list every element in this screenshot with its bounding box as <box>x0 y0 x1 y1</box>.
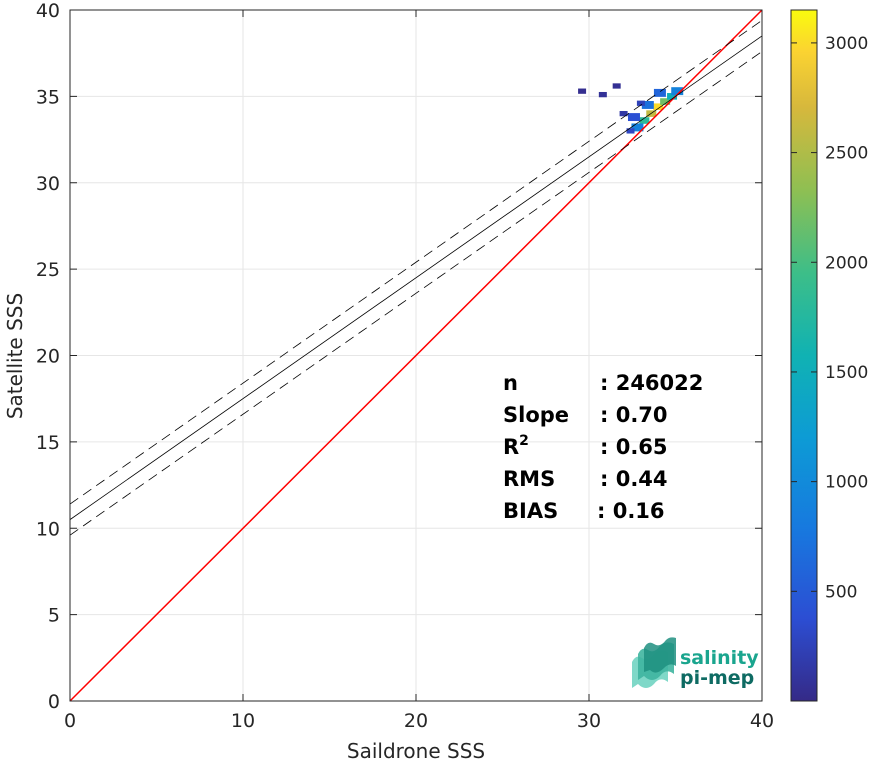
regression-lines <box>69 9 763 702</box>
colorbar-tick-label: 1500 <box>825 363 868 383</box>
x-tick-label: 0 <box>64 710 76 732</box>
colorbar: 500 1000 1500 2000 2500 3000 <box>790 9 868 702</box>
line-1-to-1 <box>69 9 763 702</box>
heatmap-cell <box>660 98 671 105</box>
heatmap-cell <box>641 101 654 109</box>
x-tick-label: 20 <box>404 710 428 732</box>
wave-icon <box>632 637 676 688</box>
heatmap-cell <box>653 103 664 111</box>
stat-label: RMS <box>503 467 555 491</box>
y-tick-label: 15 <box>36 432 60 454</box>
logo-line2: pi-mep <box>680 667 754 689</box>
y-tick-label: 30 <box>36 173 60 195</box>
heatmap-cell <box>627 113 640 122</box>
colorbar-tick-label: 3000 <box>825 34 868 54</box>
x-tick-label: 30 <box>577 710 601 732</box>
x-tick-labels: 0 10 20 30 40 <box>64 710 774 732</box>
y-tick-label: 0 <box>48 691 60 713</box>
axis-ticks <box>69 9 763 702</box>
colorbar-tick-label: 1000 <box>825 473 868 493</box>
heatmap-cell <box>619 110 628 117</box>
salinity-pi-mep-logo: salinity pi-mep <box>632 637 759 689</box>
heatmap-cell <box>598 91 607 98</box>
stat-value: : 246022 <box>600 371 703 395</box>
heatmap-cell <box>636 100 645 106</box>
stat-value: : 0.70 <box>600 403 668 427</box>
stat-value: : 0.44 <box>600 467 668 491</box>
heatmap-cell <box>639 117 650 124</box>
heatmap-cell <box>631 123 644 132</box>
line-fit-upper <box>69 20 763 505</box>
y-tick-labels: 0 5 10 15 20 25 30 35 40 <box>36 0 60 713</box>
line-fit <box>69 35 763 520</box>
y-tick-label: 20 <box>36 346 60 368</box>
y-tick-label: 40 <box>36 0 60 22</box>
colorbar-ticks: 500 1000 1500 2000 2500 3000 <box>791 34 868 602</box>
logo-line1: salinity <box>680 647 759 669</box>
line-fit-lower <box>69 51 763 536</box>
heatmap-cell <box>671 87 684 96</box>
x-tick-label: 10 <box>231 710 255 732</box>
stat-label: Slope <box>503 403 569 427</box>
stat-value: : 0.65 <box>600 435 668 459</box>
colorbar-tick-label: 500 <box>825 582 857 602</box>
y-tick-label: 35 <box>36 86 60 108</box>
y-tick-label: 25 <box>36 259 60 281</box>
x-tick-label: 40 <box>750 710 774 732</box>
colorbar-tick-label: 2000 <box>825 253 868 273</box>
y-axis-title: Satellite SSS <box>3 293 27 419</box>
stat-label: R2 <box>503 433 529 459</box>
y-tick-label: 5 <box>48 605 60 627</box>
colorbar-gradient <box>790 9 818 702</box>
heatmap-cell <box>578 88 587 94</box>
stats-box: n : 246022 Slope : 0.70 R2 : 0.65 RMS : 0.44 BIA… <box>503 371 703 523</box>
stat-label: BIAS <box>503 499 558 523</box>
colorbar-tick-label: 2500 <box>825 144 868 164</box>
stat-label: n <box>503 371 518 395</box>
heatmap-cell <box>667 93 678 100</box>
stat-value: : 0.16 <box>597 499 665 523</box>
x-axis-title: Saildrone SSS <box>347 739 485 763</box>
y-tick-label: 10 <box>36 518 60 540</box>
density-heatmap <box>578 83 684 134</box>
heatmap-cell <box>653 88 666 97</box>
heatmap-cell <box>626 128 635 134</box>
heatmap-cell <box>612 83 621 89</box>
